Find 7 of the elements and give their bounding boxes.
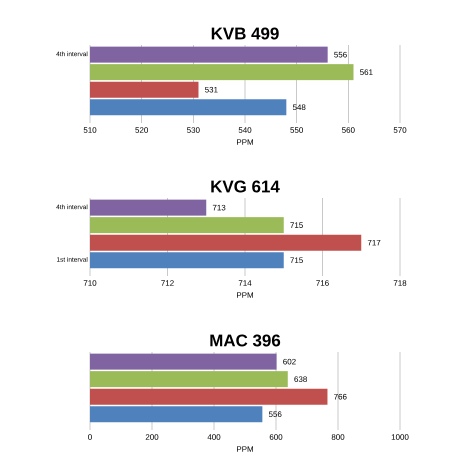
bar	[90, 371, 288, 388]
bar	[90, 406, 262, 422]
bar	[90, 388, 328, 405]
bar	[90, 354, 277, 370]
chart-title: MAC 396	[210, 334, 280, 346]
chart-title: KVG 614	[211, 180, 280, 193]
chart-title: KVB 499	[212, 28, 279, 40]
